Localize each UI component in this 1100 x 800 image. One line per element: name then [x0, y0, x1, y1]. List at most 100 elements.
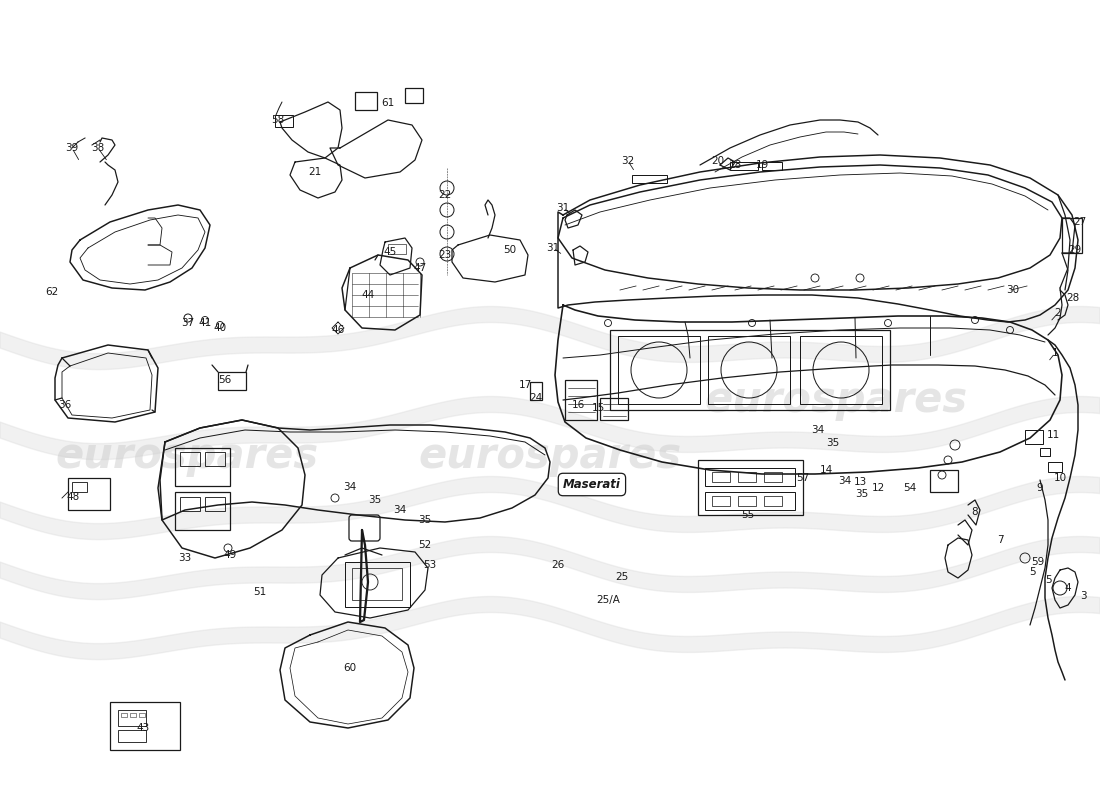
Text: 48: 48	[66, 492, 79, 502]
Bar	[712, 496, 730, 506]
Bar	[405, 88, 424, 103]
Bar	[698, 460, 803, 515]
Text: 17: 17	[518, 380, 531, 390]
Text: 39: 39	[65, 143, 78, 153]
Bar	[565, 380, 597, 420]
Bar	[180, 497, 200, 511]
Bar	[600, 398, 628, 420]
Bar	[930, 470, 958, 492]
Bar	[175, 448, 230, 486]
Bar	[175, 492, 230, 530]
Text: 19: 19	[756, 160, 769, 170]
Bar	[388, 244, 406, 254]
Text: 60: 60	[343, 663, 356, 673]
Bar	[130, 713, 136, 717]
Text: 26: 26	[551, 560, 564, 570]
Text: 5: 5	[1045, 575, 1052, 585]
Text: 51: 51	[253, 587, 266, 597]
Text: 1: 1	[1052, 348, 1058, 358]
Text: 52: 52	[418, 540, 431, 550]
Bar	[764, 496, 782, 506]
Bar	[355, 92, 377, 110]
Text: 55: 55	[741, 510, 755, 520]
Text: 30: 30	[1006, 285, 1020, 295]
Bar	[705, 492, 795, 510]
Bar	[352, 568, 402, 600]
Text: 33: 33	[178, 553, 191, 563]
Text: 27: 27	[1074, 217, 1087, 227]
Text: 59: 59	[1032, 557, 1045, 567]
Text: 34: 34	[812, 425, 825, 435]
Bar	[712, 472, 730, 482]
Bar	[110, 702, 180, 750]
Bar	[275, 115, 293, 127]
Text: 20: 20	[712, 156, 725, 166]
Bar	[1025, 430, 1043, 444]
Text: 3: 3	[1080, 591, 1087, 601]
Bar	[618, 336, 700, 404]
Bar	[218, 372, 246, 390]
Bar	[72, 482, 87, 492]
Text: 18: 18	[728, 160, 741, 170]
Text: 35: 35	[856, 489, 869, 499]
Text: 31: 31	[547, 243, 560, 253]
Text: 22: 22	[439, 190, 452, 200]
Text: 37: 37	[182, 318, 195, 328]
Text: 57: 57	[796, 473, 810, 483]
Bar	[530, 382, 542, 400]
Bar	[705, 468, 795, 486]
Text: 2: 2	[1055, 308, 1061, 318]
Text: 23: 23	[439, 250, 452, 260]
Bar	[68, 478, 110, 510]
Text: 38: 38	[91, 143, 104, 153]
Bar	[345, 562, 410, 607]
Text: 61: 61	[382, 98, 395, 108]
Bar	[180, 452, 200, 466]
Bar	[764, 472, 782, 482]
Text: eurospares: eurospares	[418, 435, 682, 477]
Text: 25/A: 25/A	[596, 595, 620, 605]
Text: 10: 10	[1054, 473, 1067, 483]
Text: 15: 15	[592, 403, 605, 413]
Text: 40: 40	[213, 323, 227, 333]
Text: 41: 41	[198, 318, 211, 328]
Text: 8: 8	[971, 507, 978, 517]
Bar	[800, 336, 882, 404]
Text: 44: 44	[362, 290, 375, 300]
Bar	[139, 713, 145, 717]
Text: 54: 54	[903, 483, 916, 493]
Bar	[738, 472, 756, 482]
Text: 9: 9	[1036, 483, 1043, 493]
Text: 25: 25	[615, 572, 628, 582]
Text: 16: 16	[571, 400, 584, 410]
Bar	[632, 175, 667, 183]
Text: 21: 21	[308, 167, 321, 177]
Bar	[762, 162, 782, 170]
Bar	[1040, 448, 1050, 456]
Text: 14: 14	[820, 465, 833, 475]
Text: 53: 53	[424, 560, 437, 570]
Text: 50: 50	[504, 245, 517, 255]
Text: 34: 34	[394, 505, 407, 515]
Text: 58: 58	[272, 115, 285, 125]
Text: 49: 49	[223, 550, 236, 560]
Text: 46: 46	[331, 325, 344, 335]
Bar	[738, 496, 756, 506]
Text: 4: 4	[1065, 583, 1071, 593]
Text: 47: 47	[414, 263, 427, 273]
Text: 34: 34	[343, 482, 356, 492]
Text: 43: 43	[136, 723, 150, 733]
Text: 45: 45	[384, 247, 397, 257]
Bar	[708, 336, 790, 404]
Text: Maserati: Maserati	[563, 478, 620, 491]
Text: 13: 13	[854, 477, 867, 487]
Bar	[205, 497, 225, 511]
Text: 56: 56	[219, 375, 232, 385]
Text: 35: 35	[826, 438, 839, 448]
Bar	[730, 162, 758, 170]
Text: 32: 32	[621, 156, 635, 166]
Text: 35: 35	[418, 515, 431, 525]
Text: 5: 5	[1028, 567, 1035, 577]
Text: 31: 31	[557, 203, 570, 213]
Bar	[1048, 462, 1062, 472]
